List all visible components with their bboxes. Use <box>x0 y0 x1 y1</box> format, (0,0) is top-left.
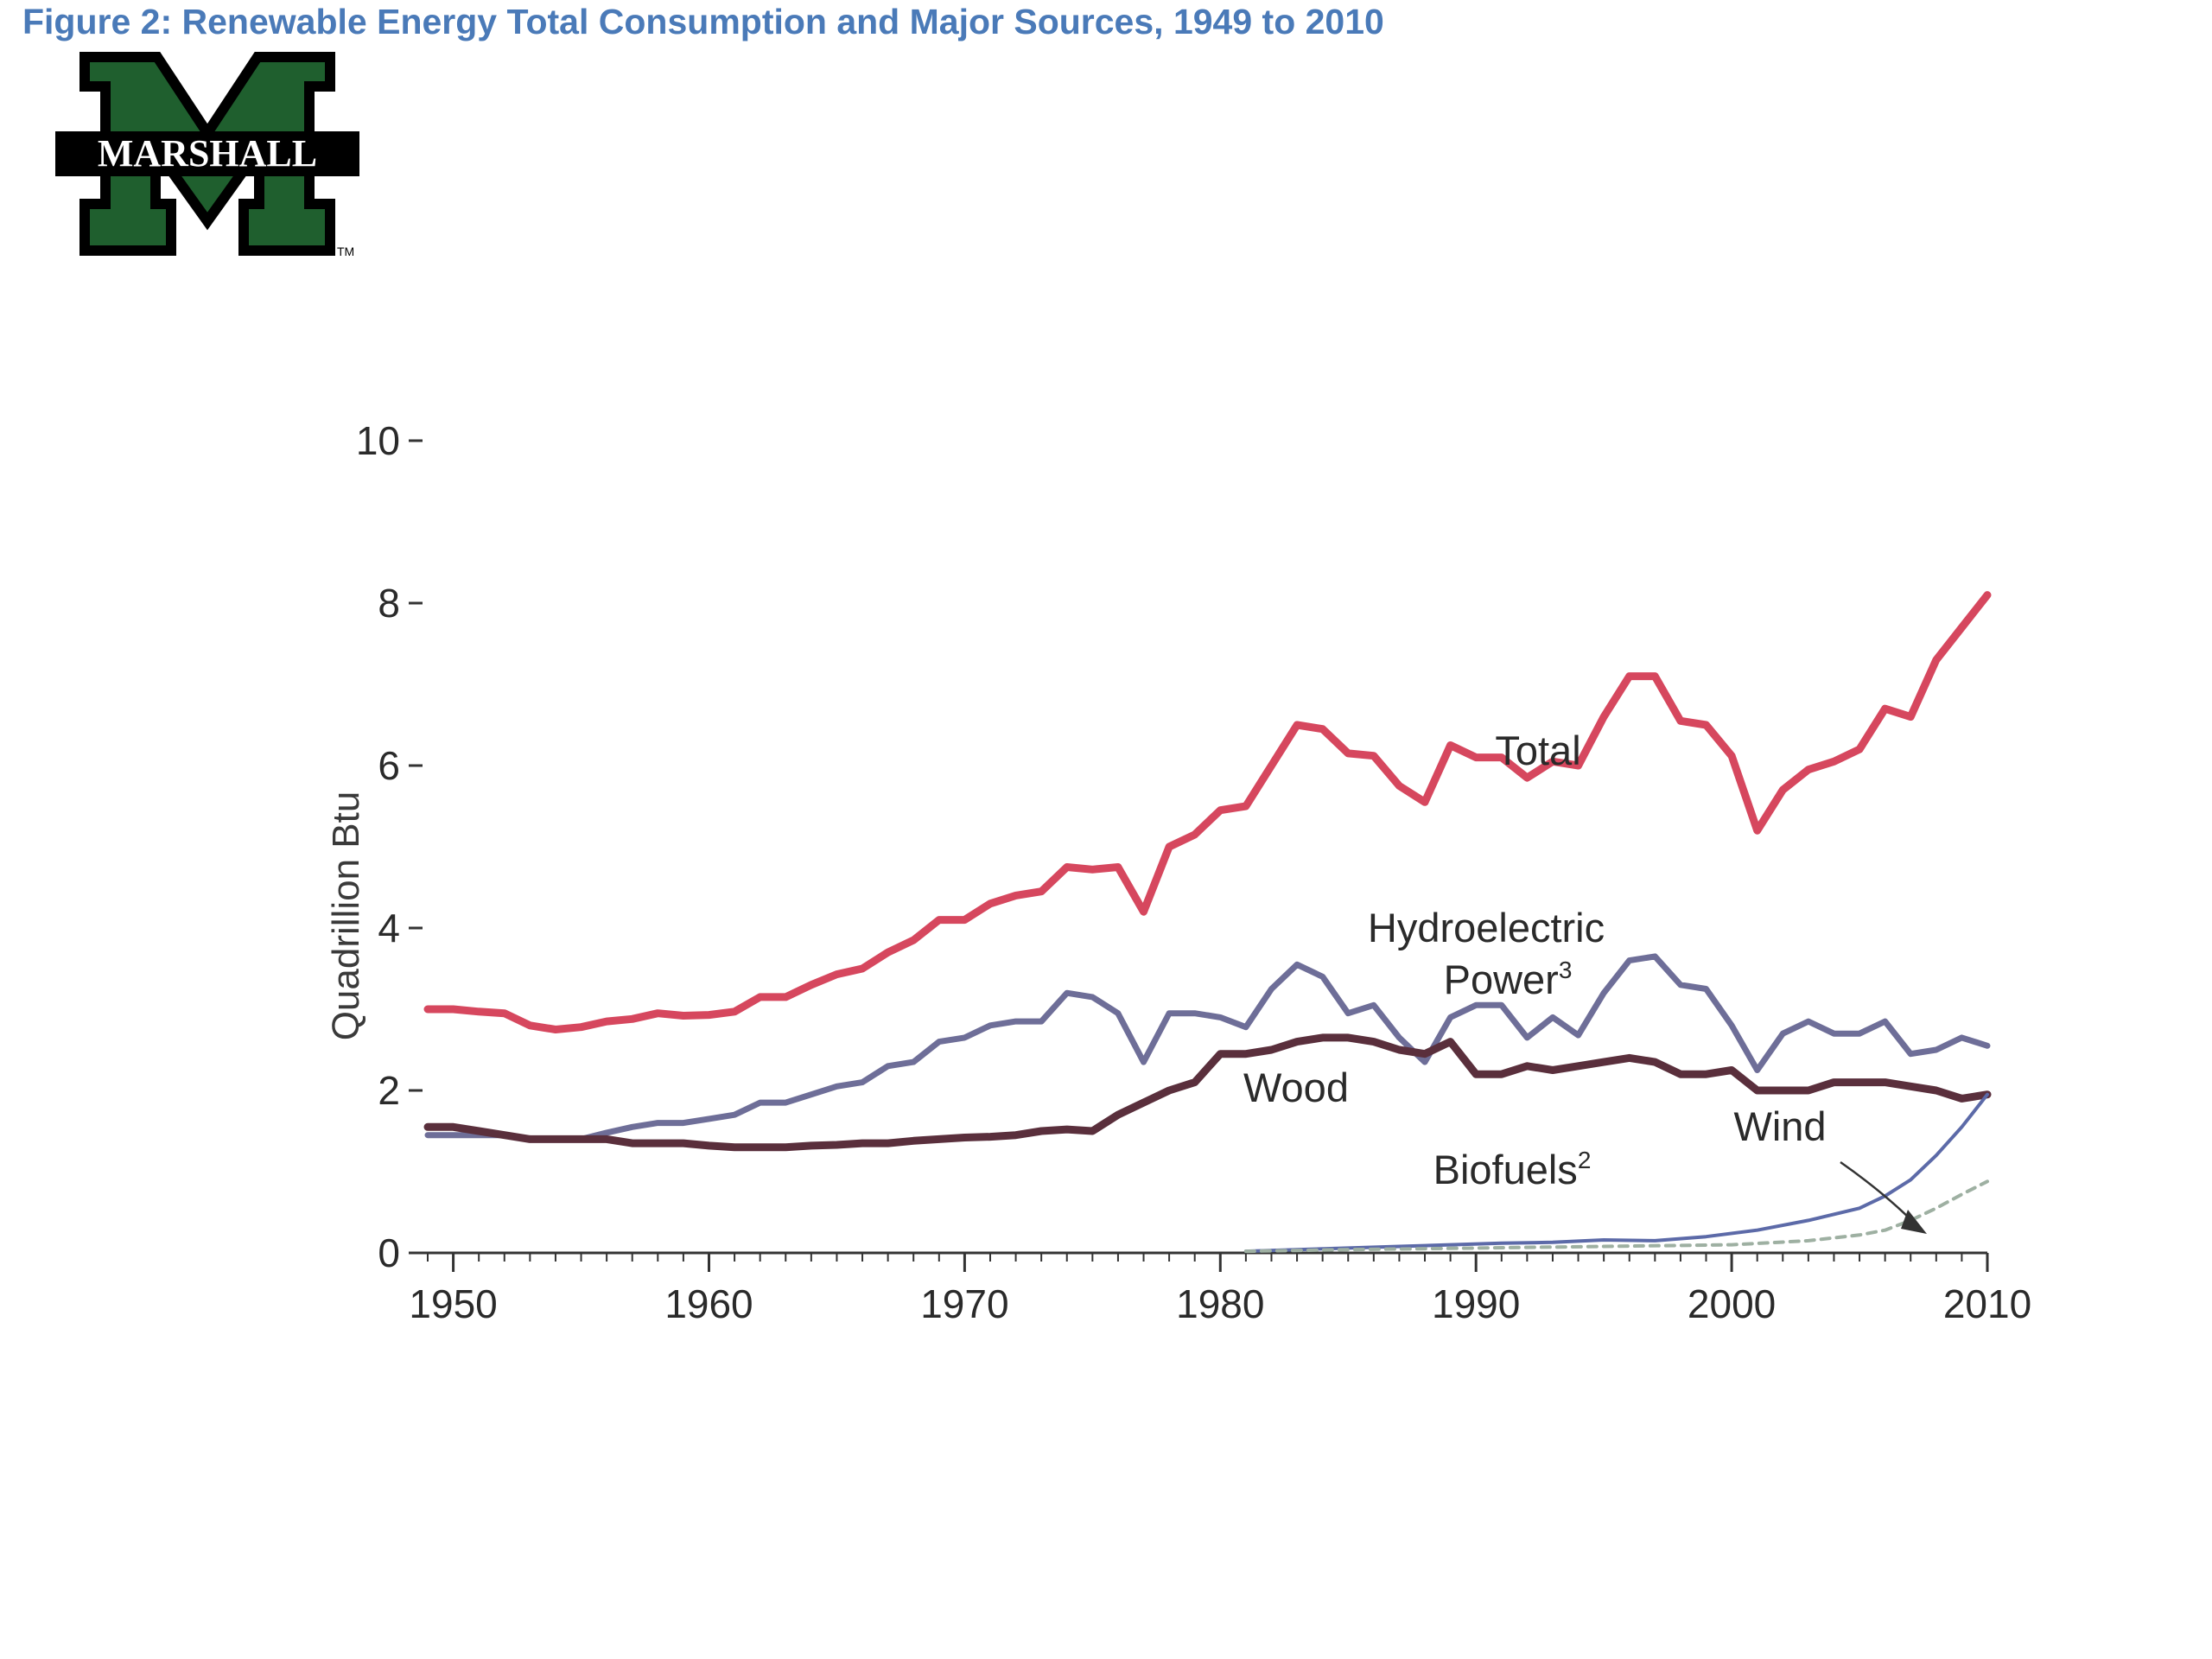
series-label-hydroelectric-power: Hydroelectric <box>1368 905 1605 950</box>
series-label-biofuels: Biofuels2 <box>1433 1147 1592 1192</box>
y-tick-label: 2 <box>378 1068 400 1113</box>
series-line-total <box>423 591 1992 1033</box>
y-axis-label: Quadrillion Btu <box>325 791 367 1041</box>
wind-leader-line <box>1840 1160 1915 1224</box>
chart-series <box>423 591 1992 1254</box>
x-tick-label: 1970 <box>920 1281 1008 1326</box>
series-label-wood: Wood <box>1243 1065 1349 1110</box>
x-tick-label: 1950 <box>409 1281 497 1326</box>
y-tick-label: 4 <box>378 906 400 950</box>
series-label-total: Total <box>1495 728 1580 773</box>
series-label-wind: Wind <box>1733 1103 1826 1149</box>
wind-leader-arrowhead <box>1901 1210 1927 1234</box>
y-tick-label: 0 <box>378 1230 400 1275</box>
marshall-logo: MARSHALL TM <box>55 52 359 258</box>
y-tick-label: 10 <box>356 418 400 463</box>
marshall-band <box>55 131 359 176</box>
chart-ticks: 1950 1960 1970 1980 1990 2000 2010 0 2 4 6 8 10 <box>356 418 2031 1326</box>
series-line-hydroelectric-power <box>424 953 1991 1142</box>
x-tick-label: 1990 <box>1432 1281 1520 1326</box>
series-line-wind <box>1243 1092 1989 1254</box>
chart-series-labels: Total Hydroelectric Power3 Wood Wind Biofuels… <box>1243 728 1927 1234</box>
x-tick-label: 1980 <box>1176 1281 1264 1326</box>
y-tick-label: 6 <box>378 743 400 788</box>
x-tick-label: 1960 <box>664 1281 753 1326</box>
series-line-wood <box>423 1033 1992 1152</box>
logo-trademark: TM <box>337 245 354 258</box>
logo-text: MARSHALL <box>98 132 317 175</box>
x-tick-label: 2000 <box>1688 1281 1776 1326</box>
series-label-hydroelectric-power: Power3 <box>1444 957 1573 1002</box>
slide-title: Figure 2: Renewable Energy Total Consump… <box>22 2 1384 41</box>
renewable-energy-chart: 1950 1960 1970 1980 1990 2000 2010 0 2 4 6 8 10 Tota… <box>325 418 2031 1326</box>
y-tick-label: 8 <box>378 581 400 626</box>
series-line-biofuels <box>1243 1179 1989 1254</box>
x-tick-label: 2010 <box>1943 1281 2031 1326</box>
